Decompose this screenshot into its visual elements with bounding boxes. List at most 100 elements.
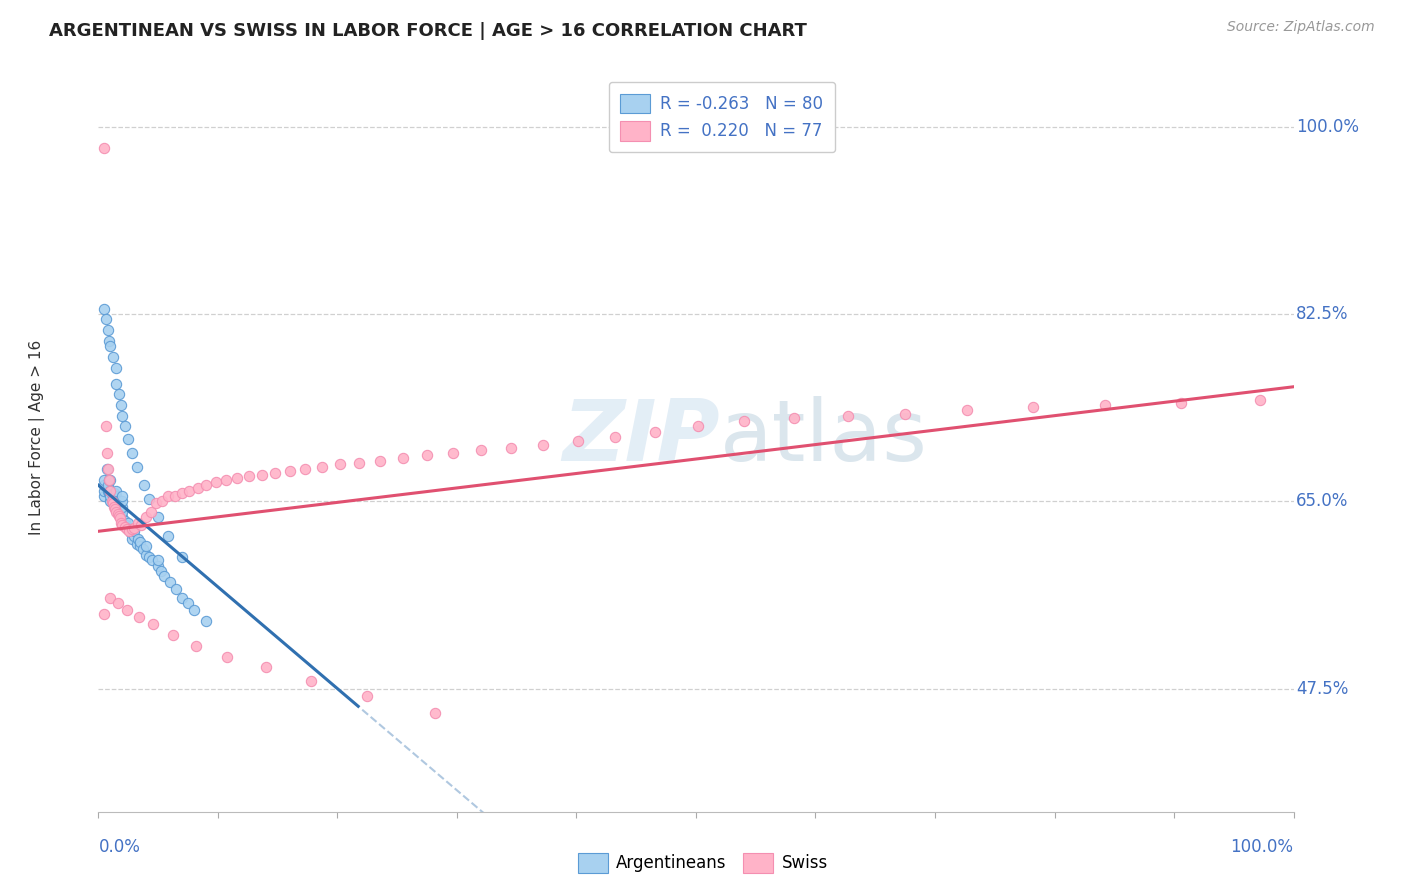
Point: [165, 582, 187, 596]
Point: [392, 451, 415, 466]
Point: [441, 446, 464, 460]
Point: [93, 141, 115, 155]
Point: [238, 468, 260, 483]
Text: 65.0%: 65.0%: [1296, 492, 1348, 510]
Point: [264, 467, 287, 481]
Point: [956, 403, 979, 417]
Point: [127, 532, 149, 546]
Point: [153, 569, 176, 583]
Point: [93, 478, 115, 492]
Point: [135, 539, 157, 553]
Point: [117, 432, 139, 446]
Point: [96, 446, 118, 460]
Point: [110, 516, 132, 530]
Point: [110, 398, 132, 412]
Legend: Argentineans, Swiss: Argentineans, Swiss: [571, 847, 835, 880]
Point: [177, 596, 200, 610]
Point: [250, 467, 273, 482]
Point: [105, 376, 128, 391]
Point: [416, 448, 439, 462]
Point: [115, 517, 138, 532]
Point: [894, 407, 917, 421]
Point: [121, 446, 143, 460]
Point: [129, 539, 152, 553]
Point: [111, 500, 134, 514]
Point: [183, 603, 205, 617]
Point: [254, 660, 277, 674]
Point: [567, 434, 589, 449]
Point: [96, 462, 118, 476]
Point: [105, 489, 128, 503]
Point: [107, 387, 129, 401]
Point: [139, 505, 162, 519]
Point: [124, 528, 146, 542]
Point: [1094, 398, 1116, 412]
Text: 82.5%: 82.5%: [1296, 305, 1348, 323]
Point: [733, 414, 755, 428]
Point: [121, 532, 143, 546]
Point: [187, 482, 209, 496]
Point: [103, 485, 125, 500]
Point: [124, 524, 146, 539]
Point: [101, 496, 124, 510]
Point: [142, 617, 165, 632]
Point: [111, 517, 134, 532]
Point: [93, 473, 115, 487]
Text: ARGENTINEAN VS SWISS IN LABOR FORCE | AGE > 16 CORRELATION CHART: ARGENTINEAN VS SWISS IN LABOR FORCE | AG…: [49, 22, 807, 40]
Point: [148, 510, 170, 524]
Point: [93, 607, 115, 621]
Point: [103, 500, 125, 514]
Point: [425, 706, 447, 721]
Point: [120, 526, 142, 541]
Point: [783, 410, 806, 425]
Point: [129, 535, 152, 549]
Point: [103, 492, 125, 507]
Point: [688, 419, 710, 434]
Point: [115, 603, 138, 617]
Point: [114, 419, 136, 434]
Point: [98, 483, 122, 498]
Point: [1022, 400, 1045, 414]
Text: 0.0%: 0.0%: [98, 838, 141, 856]
Point: [101, 489, 124, 503]
Point: [105, 483, 128, 498]
Point: [163, 489, 186, 503]
Point: [108, 500, 131, 514]
Point: [159, 574, 181, 589]
Point: [644, 425, 666, 439]
Point: [98, 339, 122, 353]
Point: [94, 312, 117, 326]
Point: [131, 542, 153, 557]
Point: [172, 549, 194, 564]
Point: [150, 494, 173, 508]
Point: [101, 496, 124, 510]
Point: [97, 478, 120, 492]
Point: [117, 521, 139, 535]
Point: [141, 553, 163, 567]
Point: [93, 483, 115, 498]
Point: [98, 485, 121, 500]
Point: [97, 483, 120, 498]
Point: [179, 483, 201, 498]
Point: [98, 473, 122, 487]
Point: [125, 460, 148, 475]
Point: [93, 489, 115, 503]
Point: [156, 489, 179, 503]
Point: [121, 522, 143, 536]
Point: [299, 674, 322, 689]
Point: [107, 507, 129, 521]
Point: [108, 511, 131, 525]
Point: [110, 507, 132, 521]
Text: In Labor Force | Age > 16: In Labor Force | Age > 16: [28, 340, 45, 534]
Point: [226, 471, 249, 485]
Point: [356, 689, 378, 703]
Point: [138, 549, 160, 564]
Point: [1170, 396, 1192, 410]
Point: [531, 437, 554, 451]
Point: [186, 639, 208, 653]
Point: [470, 442, 492, 457]
Point: [603, 430, 626, 444]
Point: [97, 323, 120, 337]
Point: [215, 473, 238, 487]
Point: [370, 453, 392, 467]
